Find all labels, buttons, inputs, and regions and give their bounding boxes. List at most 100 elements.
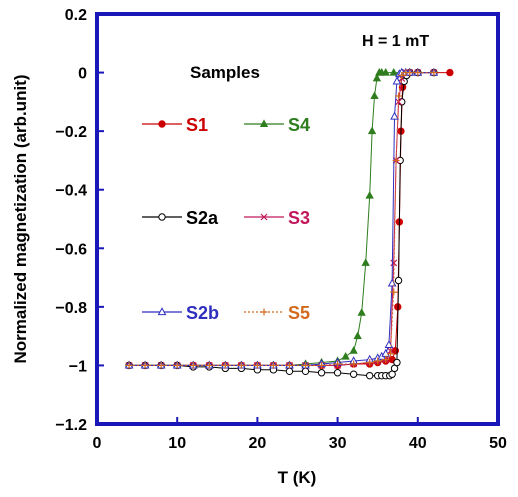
legend-label: S5 — [288, 303, 310, 323]
series-layer — [124, 67, 454, 380]
data-point — [205, 361, 213, 369]
data-point — [285, 361, 293, 369]
x-axis-title: T (K) — [278, 468, 317, 487]
data-point — [349, 346, 358, 354]
data-point — [390, 111, 399, 120]
data-point — [390, 259, 398, 267]
series-line — [129, 72, 418, 366]
y-tick-label: −1.2 — [55, 417, 87, 434]
y-tick-label: −0.2 — [55, 124, 87, 141]
data-point — [398, 72, 406, 79]
field-annotation: H = 1 mT — [362, 33, 429, 50]
legend-label: S2b — [186, 303, 219, 323]
x-tick-label: 40 — [409, 435, 427, 452]
legend-label: S1 — [186, 115, 208, 135]
data-point — [253, 361, 261, 369]
series-line — [129, 72, 434, 366]
legend-label: S3 — [288, 208, 310, 228]
data-point — [387, 350, 395, 358]
legend-marker — [260, 308, 268, 316]
legend-entry-s4: S4 — [244, 115, 310, 135]
legend-title: Samples — [190, 63, 260, 82]
series-s4 — [124, 67, 422, 369]
data-point — [221, 361, 229, 369]
series-s2b — [124, 67, 439, 369]
data-point — [390, 288, 398, 296]
legend-entry-s1: S1 — [142, 115, 208, 135]
data-point — [366, 359, 374, 366]
data-point — [430, 69, 438, 77]
legend-entry-s2b: S2b — [142, 303, 219, 323]
y-tick-label: −0.4 — [55, 183, 87, 200]
data-point — [393, 358, 401, 367]
series-s5 — [125, 69, 438, 369]
tick-layer: 0 10 20 30 40 50 0.2 0 −0.2 −0.4 −0.6 −0.8 −1 −1.2 — [55, 7, 507, 452]
series-line — [129, 72, 434, 366]
series-s2a — [125, 68, 438, 380]
data-point — [237, 361, 245, 369]
data-point — [301, 367, 310, 375]
legend-marker — [260, 213, 268, 221]
legend: Samples S1 S4 S2a S3 S2b S5 — [142, 63, 310, 323]
data-point — [361, 258, 370, 266]
data-point — [394, 276, 403, 285]
data-point — [333, 369, 342, 377]
data-point — [370, 91, 379, 99]
y-axis-title: Normalized magnetization (arb.unit) — [11, 74, 30, 363]
legend-marker — [259, 119, 269, 127]
series-line — [129, 72, 434, 377]
data-point — [446, 68, 454, 77]
data-point — [341, 352, 350, 360]
x-tick-label: 0 — [93, 435, 102, 452]
data-point — [318, 361, 326, 369]
data-point — [157, 361, 165, 369]
y-tick-label: −0.6 — [55, 241, 87, 258]
x-tick-label: 50 — [489, 435, 507, 452]
data-point — [302, 361, 310, 369]
data-point — [349, 370, 358, 378]
data-point — [125, 361, 133, 369]
x-tick-label: 20 — [249, 435, 267, 452]
data-point — [374, 357, 382, 365]
legend-entry-s5: S5 — [244, 303, 310, 323]
y-tick-label: −1 — [69, 358, 87, 375]
x-tick-label: 10 — [168, 435, 186, 452]
legend-marker — [158, 213, 166, 221]
data-point — [350, 360, 358, 368]
data-point — [392, 76, 402, 85]
data-point — [285, 367, 294, 375]
data-point — [269, 361, 277, 369]
data-point — [372, 73, 382, 82]
data-point — [406, 69, 414, 77]
x-tick-label: 30 — [329, 435, 347, 452]
legend-marker — [157, 307, 167, 316]
data-point — [367, 126, 377, 135]
data-point — [414, 69, 422, 77]
legend-entry-s3: S3 — [244, 208, 310, 228]
data-point — [395, 92, 403, 100]
legend-label: S4 — [288, 115, 310, 135]
plot-frame — [95, 12, 500, 426]
legend-label: S2a — [186, 208, 219, 228]
data-point — [173, 361, 181, 369]
data-point — [317, 369, 326, 377]
data-point — [141, 361, 149, 369]
y-tick-label: 0 — [78, 66, 87, 83]
data-point — [353, 331, 362, 340]
data-point — [382, 356, 390, 364]
data-point — [365, 371, 374, 380]
legend-marker — [158, 120, 166, 128]
data-point — [387, 278, 397, 287]
y-tick-label: −0.8 — [55, 300, 87, 317]
data-point — [389, 67, 398, 76]
data-point — [357, 308, 366, 316]
data-point — [334, 360, 342, 368]
data-point — [189, 361, 197, 369]
data-point — [398, 98, 406, 106]
data-point — [381, 67, 390, 76]
y-tick-label: 0.2 — [65, 7, 87, 24]
data-point — [392, 156, 400, 164]
legend-entry-s2a: S2a — [142, 208, 219, 228]
series-line — [129, 72, 434, 366]
